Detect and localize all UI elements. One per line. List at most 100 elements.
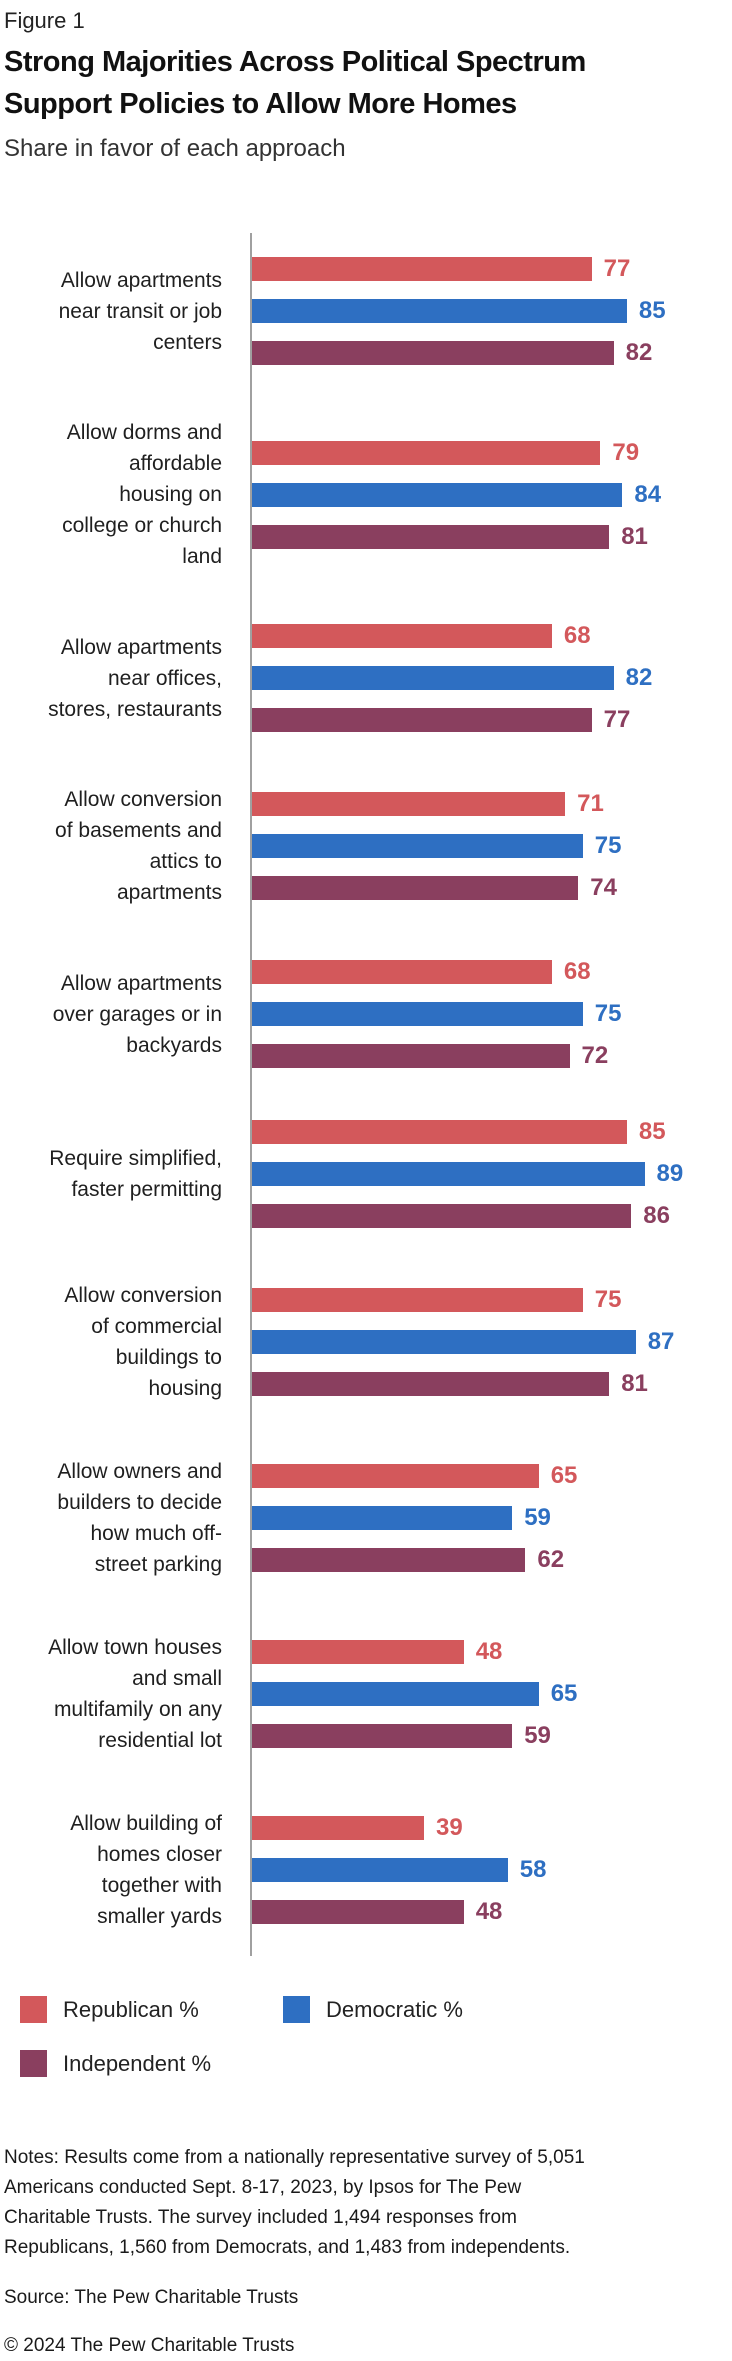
legend-swatch — [20, 2050, 47, 2077]
category-label: Allow apartments near transit or job cen… — [58, 268, 222, 354]
chart-group-row: Allow apartments near offices, stores, r… — [0, 624, 732, 732]
value-label: 39 — [436, 1814, 463, 1841]
bar-row: 75 — [252, 1288, 732, 1312]
bar-row: 48 — [252, 1900, 732, 1924]
bar-row: 74 — [252, 876, 732, 900]
chart-group-row: Require simplified, faster permitting 85 8… — [0, 1120, 732, 1228]
bar-democratic — [252, 666, 614, 690]
chart-group-row: Allow apartments near transit or job cen… — [0, 257, 732, 365]
bar-independent — [252, 1900, 464, 1924]
bar-democratic — [252, 1682, 539, 1706]
bar-democratic — [252, 1002, 583, 1026]
bar-independent — [252, 1724, 513, 1748]
category-label: Allow building of homes closer together … — [70, 1812, 222, 1928]
chart-subtitle: Share in favor of each approach — [4, 135, 346, 162]
category-bars: 68 82 77 — [252, 624, 732, 732]
bar-republican — [252, 1464, 539, 1488]
value-label: 68 — [563, 958, 591, 985]
chart-group-row: Allow dorms and affordable housing on co… — [0, 417, 732, 572]
bar-row: 58 — [252, 1858, 732, 1882]
value-label: 85 — [638, 297, 666, 324]
category-bars: 75 87 81 — [252, 1288, 732, 1396]
bar-row: 85 — [252, 1120, 732, 1144]
bar-row: 75 — [252, 1002, 732, 1026]
bar-row: 59 — [252, 1724, 732, 1748]
bar-democratic — [252, 1858, 508, 1882]
bar-democratic — [252, 1162, 645, 1186]
value-label: 81 — [621, 522, 648, 550]
bar-republican — [252, 960, 552, 984]
value-label: 71 — [577, 790, 604, 817]
value-label: 59 — [524, 1504, 551, 1531]
value-label: 65 — [550, 1462, 578, 1489]
page: { "header": { "figure_label": "Figure 1"… — [0, 8, 732, 2356]
bar-row: 82 — [252, 341, 732, 365]
bar-row: 68 — [252, 960, 732, 984]
bar-row: 39 — [252, 1816, 732, 1840]
legend-label: Independent % — [63, 2051, 212, 2076]
value-label: 65 — [550, 1680, 578, 1707]
value-label: 48 — [475, 1898, 503, 1925]
chart-group-row: Allow building of homes closer together … — [0, 1808, 732, 1932]
bar-row: 65 — [252, 1464, 732, 1488]
bar-democratic — [252, 482, 623, 507]
bar-independent — [252, 341, 614, 365]
value-label: 62 — [537, 1546, 565, 1573]
value-label: 75 — [594, 832, 622, 859]
category-bars: 77 85 82 — [252, 257, 732, 365]
category-bars: 65 59 62 — [252, 1464, 732, 1572]
legend-swatch — [283, 1996, 310, 2023]
bar-row: 75 — [252, 834, 732, 858]
bar-row: 89 — [252, 1162, 732, 1186]
category-bars: 79 84 81 — [252, 440, 732, 550]
bar-democratic — [252, 299, 627, 323]
bar-chart: Allow apartments near transit or job cen… — [0, 233, 732, 1956]
category-bars: 39 58 48 — [252, 1816, 732, 1924]
legend-item-democratic: Democratic % — [283, 1996, 732, 2023]
bar-row: 68 — [252, 624, 732, 648]
chart-group-row: Allow town houses and small multifamily … — [0, 1632, 732, 1756]
value-label: 77 — [603, 255, 631, 282]
category-label: Require simplified, faster permitting — [49, 1147, 222, 1201]
chart-group-row: Allow apartments over garages or in back… — [0, 960, 732, 1068]
bar-row: 81 — [252, 522, 732, 550]
bar-independent — [252, 876, 579, 900]
value-label: 74 — [590, 874, 617, 901]
category-label: Allow apartments near offices, stores, r… — [48, 635, 222, 721]
bar-row: 65 — [252, 1682, 732, 1706]
bar-republican — [252, 1816, 424, 1840]
bar-independent — [252, 524, 610, 549]
value-label: 58 — [519, 1856, 547, 1883]
bar-row: 85 — [252, 299, 732, 323]
value-label: 75 — [594, 1000, 622, 1027]
category-bars: 68 75 72 — [252, 960, 732, 1068]
value-label: 59 — [524, 1722, 551, 1749]
bar-row: 86 — [252, 1204, 732, 1228]
bar-independent — [252, 1548, 526, 1572]
legend-item-republican: Republican % — [20, 1996, 283, 2023]
bar-row: 77 — [252, 708, 732, 732]
value-label: 68 — [563, 622, 591, 649]
value-label: 77 — [603, 706, 631, 733]
bar-row: 48 — [252, 1640, 732, 1664]
chart-legend: Republican % Democratic % Independent % — [0, 1996, 732, 2077]
value-label: 85 — [638, 1118, 666, 1145]
legend-label: Republican % — [63, 1997, 199, 2022]
category-label: Allow dorms and affordable housing on co… — [62, 421, 222, 568]
chart-header: Figure 1 Strong Majorities Across Politi… — [0, 8, 732, 165]
copyright-text: © 2024 The Pew Charitable Trusts — [4, 2335, 295, 2356]
bar-row: 87 — [252, 1330, 732, 1354]
chart-group-row: Allow owners and builders to decide how … — [0, 1456, 732, 1580]
bar-row: 81 — [252, 1372, 732, 1396]
value-label: 86 — [643, 1202, 670, 1229]
value-label: 48 — [475, 1638, 503, 1665]
category-label: Allow conversion of basements and attics… — [55, 788, 222, 904]
bar-independent — [252, 1372, 610, 1396]
bar-republican — [252, 1120, 627, 1144]
bar-democratic — [252, 1506, 513, 1530]
bar-row: 79 — [252, 440, 732, 465]
chart-group-row: Allow conversion of commercial buildings… — [0, 1280, 732, 1404]
category-label: Allow conversion of commercial buildings… — [64, 1284, 222, 1400]
bar-row: 59 — [252, 1506, 732, 1530]
legend-item-independent: Independent % — [20, 2050, 283, 2077]
